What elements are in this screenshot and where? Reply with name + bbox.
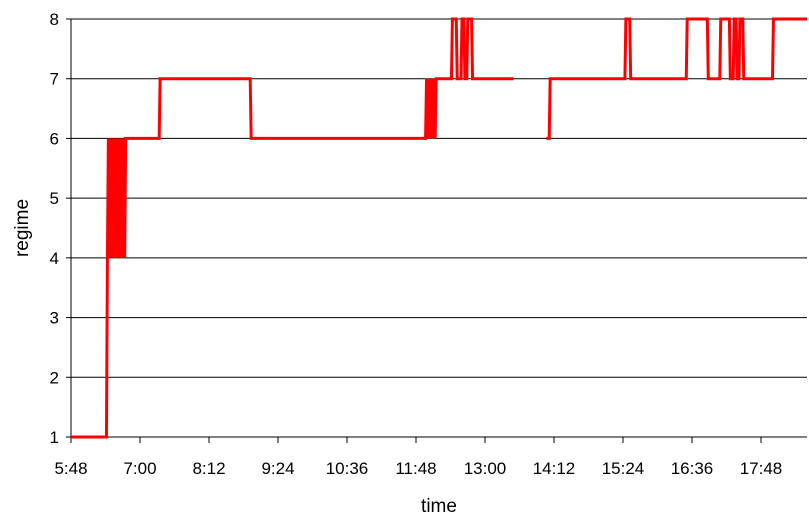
- series-group: [71, 17, 807, 439]
- x-tick-label: 10:36: [326, 459, 369, 478]
- x-axis-title: time: [421, 496, 457, 517]
- x-tick-label: 13:00: [464, 459, 507, 478]
- series-line-segment: [546, 17, 807, 140]
- y-tick-label: 1: [50, 428, 59, 447]
- x-tick-label: 5:48: [54, 459, 87, 478]
- y-tick-label: 8: [50, 10, 59, 29]
- x-tick-label: 8:12: [192, 459, 225, 478]
- x-tick-label: 14:12: [533, 459, 576, 478]
- y-tick-labels: 1 2 3 4 5 6 7 8: [50, 10, 59, 447]
- x-tick-label: 9:24: [261, 459, 294, 478]
- x-tick-label: 11:48: [395, 459, 436, 478]
- x-tick-label: 15:24: [602, 459, 645, 478]
- x-tick-labels: 5:48 7:00 8:12 9:24 10:36 11:48 13:00 14:12 15:2…: [54, 459, 782, 478]
- series-line-segment: [71, 17, 514, 439]
- y-tick-label: 6: [50, 129, 59, 148]
- plot-area: [71, 19, 807, 437]
- x-tick-label: 16:36: [671, 459, 714, 478]
- x-tick-label: 7:00: [123, 459, 156, 478]
- y-tick-label: 7: [50, 70, 59, 89]
- axes: [66, 18, 807, 443]
- y-tick-label: 4: [50, 249, 59, 268]
- y-tick-label: 3: [50, 309, 59, 328]
- y-tick-label: 5: [50, 189, 59, 208]
- x-tick-label: 17:48: [740, 459, 783, 478]
- y-tick-label: 2: [50, 368, 59, 387]
- y-axis-title: regime: [12, 199, 33, 257]
